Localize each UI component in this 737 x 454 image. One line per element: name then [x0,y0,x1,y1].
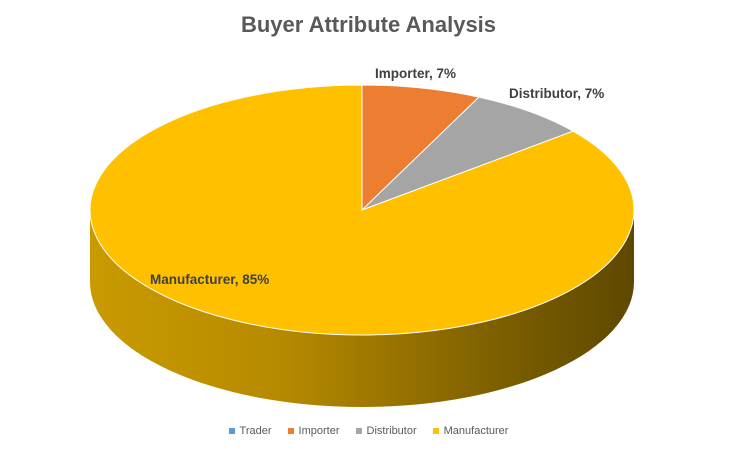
data-label-distributor: Distributor, 7% [509,86,604,101]
legend-item-importer: Importer [287,425,340,437]
legend-item-distributor: Distributor [355,425,417,437]
pie-slice-distributor [361,96,575,211]
pie-slice-manufacturer [89,84,635,336]
legend-label: Manufacturer [443,425,509,437]
legend-item-manufacturer: Manufacturer [432,425,509,437]
legend-swatch [355,428,362,434]
legend-swatch [432,428,439,434]
chart-title: Buyer Attribute Analysis [240,12,497,37]
legend-swatch [228,428,235,434]
pie-side-manufacturer [90,210,634,407]
legend-label: Trader [239,425,272,437]
legend-label: Distributor [366,425,417,437]
legend-item-trader: Trader [228,425,272,437]
legend-label: Importer [298,425,340,437]
legend-swatch [287,428,294,434]
data-label-importer: Importer, 7% [375,66,456,81]
data-label-manufacturer: Manufacturer, 85% [150,272,269,287]
pie-slice-importer [361,84,480,212]
legend: Trader Importer Distributor Manufacturer [0,425,737,437]
